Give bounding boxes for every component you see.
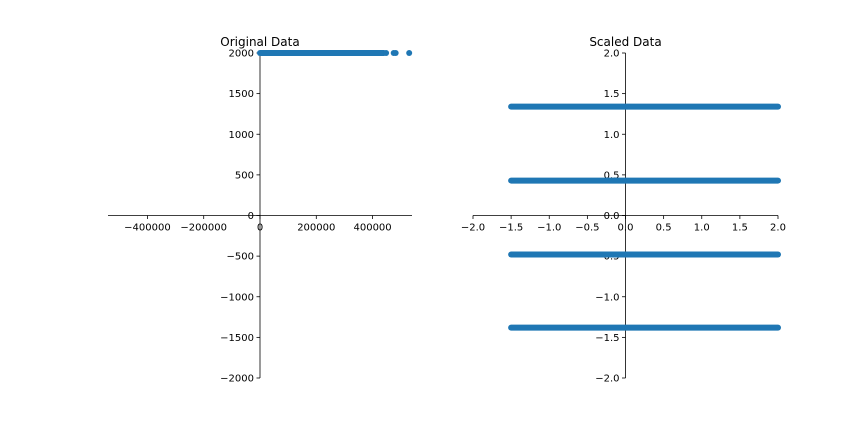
data-point — [383, 50, 390, 56]
y-tick-label: −1.0 — [595, 292, 619, 303]
x-tick-label: 0 — [257, 223, 263, 234]
x-tick-label: −200000 — [180, 223, 227, 234]
x-tick-label: 1.5 — [732, 223, 748, 234]
y-tick-label: 2000 — [229, 49, 254, 60]
chart-title: Original Data — [220, 35, 299, 49]
scaled-data-panel: Scaled Data −2.0 −1.5 −1.0 −0.5 0.0 0.5 1.0 1.5… — [461, 35, 786, 385]
x-tick-label: 0.0 — [618, 223, 634, 234]
y-tick-label: −1500 — [220, 333, 254, 344]
y-tick-label: −500 — [227, 252, 254, 263]
y-tick-label: 0.5 — [604, 170, 620, 181]
chart-title: Scaled Data — [589, 35, 661, 49]
x-tick-label: −1.5 — [499, 223, 523, 234]
x-tick-label: 2.0 — [770, 223, 786, 234]
x-tick-label: −2.0 — [461, 223, 485, 234]
original-data-panel: Original Data −400000 −200000 0 200000 40000… — [108, 35, 413, 385]
y-tick-label: 2.0 — [604, 49, 620, 60]
y-tick-label: −1000 — [220, 292, 254, 303]
y-tick-label: −2.0 — [595, 374, 619, 385]
x-tick-label: 400000 — [353, 223, 391, 234]
y-tick-label: 1500 — [229, 89, 254, 100]
y-tick-label: 1000 — [229, 130, 254, 141]
x-tick-label: −0.5 — [575, 223, 599, 234]
y-tick-label: 1.5 — [604, 89, 620, 100]
x-tick-label: 0.5 — [656, 223, 672, 234]
y-tick-label: 0.0 — [604, 211, 620, 222]
y-tick-label: 1.0 — [604, 130, 620, 141]
data-point — [406, 50, 413, 56]
x-tick-label: −1.0 — [537, 223, 561, 234]
x-tick-label: −400000 — [124, 223, 171, 234]
y-tick-label: −1.5 — [595, 333, 619, 344]
y-tick-label: 0 — [248, 211, 254, 222]
y-tick-label: −2000 — [220, 374, 254, 385]
data-point — [392, 50, 399, 56]
y-tick-label: 500 — [235, 170, 254, 181]
x-tick-label: 1.0 — [694, 223, 710, 234]
x-tick-label: 200000 — [297, 223, 335, 234]
